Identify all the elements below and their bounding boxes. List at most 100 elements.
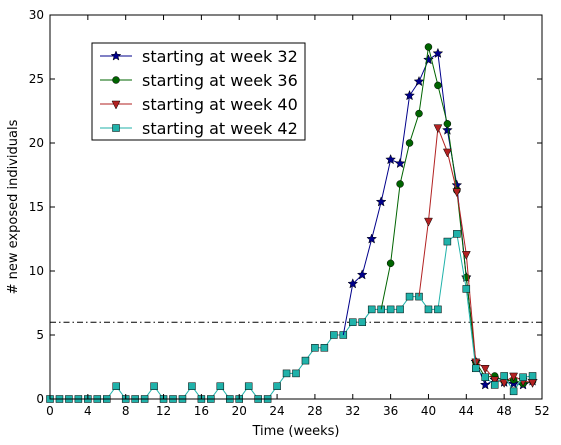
y-tick-label: 0 bbox=[36, 392, 44, 406]
y-tick-label: 10 bbox=[29, 264, 44, 278]
x-tick-label: 4 bbox=[84, 404, 92, 418]
data-point bbox=[509, 387, 518, 396]
data-point bbox=[462, 285, 471, 293]
data-point bbox=[273, 382, 281, 390]
y-axis-label: # new exposed individuals bbox=[6, 119, 21, 294]
legend-entry: starting at week 40 bbox=[100, 95, 298, 114]
data-point bbox=[244, 382, 253, 390]
data-point bbox=[396, 180, 404, 188]
data-point bbox=[441, 124, 453, 135]
data-point bbox=[282, 369, 291, 378]
x-tick-label: 44 bbox=[459, 404, 474, 418]
legend-box bbox=[91, 42, 306, 141]
data-point bbox=[415, 109, 423, 118]
data-point bbox=[330, 331, 338, 339]
series-3 bbox=[418, 124, 537, 388]
data-point bbox=[404, 89, 415, 101]
data-point bbox=[490, 376, 500, 386]
data-point bbox=[490, 381, 499, 389]
x-tick-label: 24 bbox=[269, 404, 284, 418]
x-tick-label: 40 bbox=[421, 404, 436, 418]
data-point bbox=[500, 372, 508, 380]
x-tick-label: 52 bbox=[534, 404, 549, 418]
data-point bbox=[528, 372, 537, 380]
data-point bbox=[413, 75, 425, 87]
data-point bbox=[461, 251, 471, 260]
data-point bbox=[216, 382, 225, 390]
data-point bbox=[396, 305, 404, 314]
data-point bbox=[434, 305, 442, 314]
data-point bbox=[424, 305, 433, 314]
data-point bbox=[292, 369, 300, 378]
data-point bbox=[509, 372, 519, 382]
legend-marker bbox=[111, 100, 121, 110]
x-tick-label: 20 bbox=[232, 404, 247, 418]
data-point bbox=[472, 364, 480, 373]
data-point bbox=[453, 230, 461, 238]
x-tick-label: 16 bbox=[194, 404, 209, 418]
data-point bbox=[424, 217, 433, 227]
legend-entry: starting at week 32 bbox=[100, 47, 298, 66]
data-point bbox=[311, 344, 319, 352]
data-point bbox=[386, 259, 395, 268]
legend-marker bbox=[110, 50, 122, 61]
data-point bbox=[480, 365, 490, 374]
y-tick-label: 30 bbox=[29, 8, 44, 22]
data-point bbox=[320, 344, 329, 352]
x-tick-label: 28 bbox=[307, 404, 322, 418]
y-tick-label: 20 bbox=[29, 136, 44, 150]
data-point bbox=[188, 382, 196, 390]
data-point bbox=[367, 305, 376, 314]
data-point bbox=[150, 382, 158, 390]
legend-label: starting at week 32 bbox=[142, 47, 298, 66]
data-point bbox=[424, 43, 433, 51]
data-point bbox=[112, 382, 120, 390]
x-tick-label: 36 bbox=[383, 404, 398, 418]
legend: starting at week 32 starting at week 36 st… bbox=[91, 42, 306, 141]
x-tick-label: 8 bbox=[122, 404, 130, 418]
data-point bbox=[432, 47, 444, 58]
x-tick-label: 32 bbox=[345, 404, 360, 418]
data-point bbox=[349, 318, 357, 326]
legend-label: starting at week 36 bbox=[142, 71, 298, 90]
data-point bbox=[442, 148, 452, 158]
legend-entry: starting at week 42 bbox=[100, 119, 298, 138]
data-point bbox=[394, 157, 406, 169]
data-point bbox=[443, 237, 452, 246]
legend-label: starting at week 42 bbox=[142, 119, 298, 138]
data-point bbox=[301, 356, 310, 365]
x-tick-label: 48 bbox=[497, 404, 512, 418]
y-tick-label: 25 bbox=[29, 72, 44, 86]
data-point bbox=[366, 233, 378, 244]
data-point bbox=[434, 81, 442, 90]
x-tick-label: 0 bbox=[46, 404, 54, 418]
legend-label: starting at week 40 bbox=[142, 95, 298, 114]
series-4 bbox=[418, 230, 537, 396]
data-point bbox=[452, 188, 462, 198]
data-point bbox=[358, 318, 366, 326]
y-tick-label: 5 bbox=[36, 328, 44, 342]
x-tick-label: 12 bbox=[156, 404, 171, 418]
data-point bbox=[375, 196, 387, 207]
data-point bbox=[356, 269, 368, 280]
data-point bbox=[423, 54, 434, 65]
data-point bbox=[433, 124, 443, 134]
data-point bbox=[481, 373, 489, 381]
data-point bbox=[471, 358, 481, 368]
data-point bbox=[519, 373, 527, 381]
legend-marker bbox=[112, 124, 120, 132]
data-point bbox=[385, 153, 397, 165]
data-point bbox=[479, 379, 491, 390]
legend-marker bbox=[112, 76, 120, 84]
data-point bbox=[443, 120, 452, 128]
x-axis-label: Time (weeks) bbox=[251, 424, 339, 439]
data-point bbox=[405, 292, 414, 301]
data-point bbox=[386, 305, 395, 314]
data-point bbox=[347, 278, 359, 289]
y-tick-label: 15 bbox=[29, 200, 44, 214]
legend-entry: starting at week 36 bbox=[100, 71, 298, 90]
data-point bbox=[405, 139, 414, 147]
